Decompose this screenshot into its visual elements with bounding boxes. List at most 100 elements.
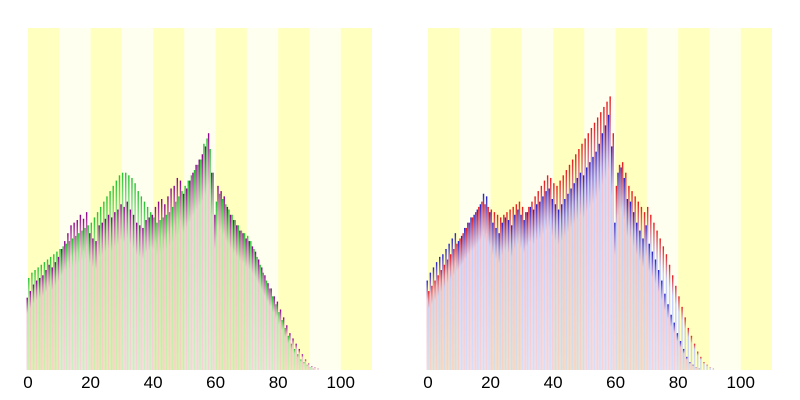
bar-s1 [582, 175, 585, 370]
bar-s1 [542, 196, 544, 370]
background-band [428, 28, 460, 370]
bar-s1 [595, 151, 597, 370]
bar-s2 [521, 206, 524, 370]
bar-s1 [679, 341, 682, 370]
bar-s2 [234, 220, 236, 370]
bar-s1 [317, 368, 319, 370]
bar-s2 [559, 180, 561, 370]
bar-s2 [221, 199, 224, 370]
bar-s1 [623, 177, 625, 370]
bar-s1 [629, 201, 632, 370]
background-band [553, 28, 585, 370]
bar-s2 [74, 235, 77, 370]
bar-s2 [165, 214, 168, 370]
bar-s1 [626, 199, 629, 370]
bar-s2 [290, 343, 293, 370]
bar-s1 [457, 241, 460, 370]
bar-s2 [206, 138, 208, 370]
bar-s1 [286, 325, 288, 370]
bar-s1 [670, 314, 672, 370]
bar-s1 [642, 238, 644, 370]
bar-s1 [157, 201, 160, 370]
bar-s1 [273, 296, 275, 370]
bar-s1 [657, 270, 660, 370]
bar-s2 [246, 235, 249, 370]
bar-s2 [712, 368, 715, 370]
bar-s1 [117, 209, 119, 370]
bar-s2 [675, 285, 677, 370]
bar-s2 [590, 127, 593, 370]
bar-s1 [432, 267, 435, 370]
x-tick-label: 80 [269, 373, 288, 392]
bar-s1 [164, 204, 166, 370]
bar-s2 [37, 267, 39, 370]
bar-s1 [186, 188, 188, 370]
bar-s2 [96, 212, 99, 370]
bar-s2 [550, 177, 552, 370]
x-tick-label: 20 [81, 373, 100, 392]
bar-s2 [240, 230, 243, 370]
bar-s1 [645, 225, 647, 370]
bar-s1 [207, 133, 210, 370]
bar-s1 [254, 251, 257, 370]
bar-s2 [656, 230, 658, 370]
bar-s2 [556, 185, 558, 370]
bar-s2 [449, 254, 452, 370]
bar-s1 [148, 217, 150, 370]
bar-s1 [589, 162, 591, 370]
x-tick-label: 0 [23, 373, 32, 392]
bar-s1 [504, 217, 507, 370]
bar-s2 [531, 201, 533, 370]
bar-s2 [490, 209, 493, 370]
bar-s2 [434, 280, 436, 370]
bar-s1 [270, 288, 272, 370]
bar-s2 [568, 164, 571, 370]
bar-s2 [62, 246, 64, 370]
bar-s1 [251, 246, 254, 370]
bar-s1 [154, 206, 157, 370]
bar-s2 [115, 180, 118, 370]
bar-s2 [156, 222, 158, 370]
bar-s1 [26, 297, 28, 370]
bar-s2 [618, 164, 621, 370]
bar-s1 [123, 206, 125, 370]
bar-s2 [253, 248, 255, 370]
bar-s2 [265, 280, 268, 370]
bar-s1 [167, 196, 169, 370]
bar-s2 [615, 185, 618, 370]
bar-s1 [107, 214, 110, 370]
x-tick-label: 100 [727, 373, 755, 392]
bar-s1 [548, 188, 550, 370]
bar-s2 [71, 238, 74, 370]
bar-s2 [528, 206, 530, 370]
bar-s2 [681, 306, 683, 370]
bar-s2 [203, 143, 205, 370]
bar-s2 [671, 275, 674, 370]
bar-s2 [34, 270, 36, 370]
bar-s1 [632, 212, 635, 370]
bar-s1 [567, 193, 569, 370]
bar-s2 [512, 206, 514, 370]
bar-s1 [76, 220, 78, 370]
bar-s1 [82, 218, 85, 370]
bar-s2 [493, 212, 496, 370]
background-band [90, 28, 122, 370]
bar-s1 [607, 114, 610, 370]
background-band [215, 28, 247, 370]
bar-s1 [498, 233, 500, 370]
bar-s2 [28, 277, 30, 370]
bar-s2 [468, 222, 471, 370]
background-band [615, 28, 647, 370]
x-tick-label: 80 [669, 373, 688, 392]
bar-s2 [690, 335, 693, 370]
bar-s1 [448, 243, 450, 370]
bar-s1 [454, 233, 457, 370]
bar-s1 [179, 180, 182, 370]
bar-s1 [298, 348, 301, 370]
bar-s2 [540, 185, 543, 370]
background-band [678, 28, 710, 370]
bar-s1 [476, 209, 478, 370]
bar-s2 [587, 133, 589, 370]
bar-s1 [692, 364, 694, 370]
bar-s2 [143, 201, 146, 370]
